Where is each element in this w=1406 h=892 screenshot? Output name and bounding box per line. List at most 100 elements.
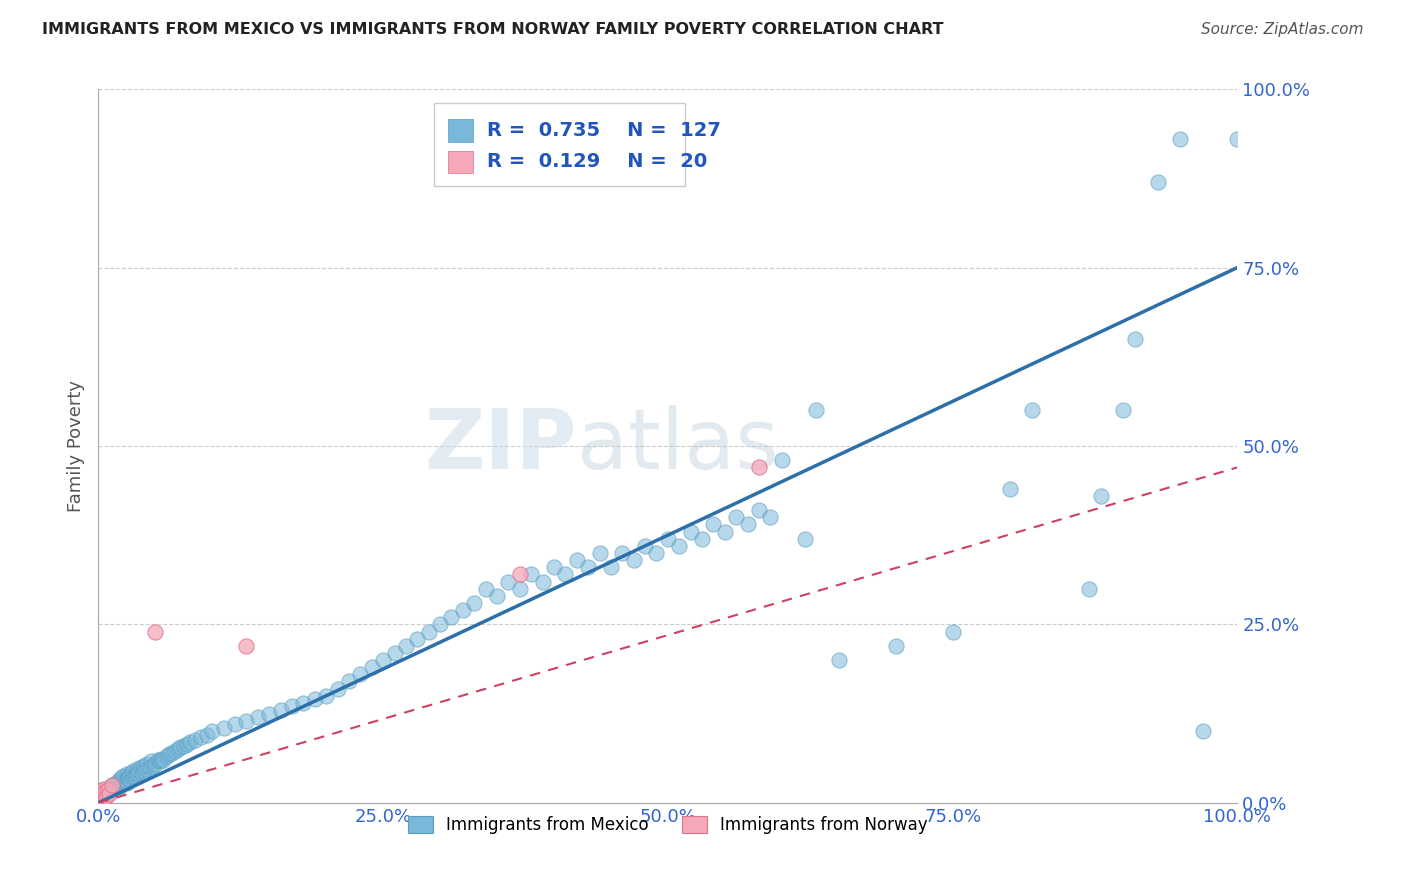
Point bbox=[149, 755, 172, 769]
Point bbox=[94, 789, 117, 803]
Point bbox=[112, 774, 135, 789]
Point bbox=[804, 403, 827, 417]
Point bbox=[270, 703, 292, 717]
Point bbox=[127, 762, 149, 776]
Point bbox=[135, 762, 157, 776]
Point bbox=[101, 781, 124, 796]
Point bbox=[509, 582, 531, 596]
Text: R =  0.735    N =  127: R = 0.735 N = 127 bbox=[486, 121, 721, 140]
Point bbox=[139, 755, 162, 769]
Point bbox=[828, 653, 851, 667]
Point bbox=[87, 792, 110, 806]
Point bbox=[759, 510, 782, 524]
Point bbox=[150, 751, 173, 765]
Point bbox=[101, 778, 124, 792]
Bar bbox=[449, 120, 472, 142]
Point bbox=[737, 517, 759, 532]
Point bbox=[531, 574, 554, 589]
Point bbox=[129, 760, 152, 774]
Point bbox=[132, 758, 155, 772]
Point bbox=[1090, 489, 1112, 503]
Point bbox=[90, 783, 112, 797]
Point bbox=[90, 787, 112, 801]
Point bbox=[87, 789, 110, 803]
Point bbox=[89, 785, 111, 799]
Point bbox=[451, 603, 474, 617]
Point bbox=[690, 532, 713, 546]
Point bbox=[94, 785, 117, 799]
Point bbox=[93, 789, 115, 803]
Point bbox=[145, 756, 167, 771]
Point bbox=[90, 789, 112, 803]
Point bbox=[520, 567, 543, 582]
Point bbox=[136, 756, 159, 771]
Point bbox=[1021, 403, 1043, 417]
Point bbox=[942, 624, 965, 639]
Point bbox=[100, 783, 122, 797]
Point bbox=[315, 689, 337, 703]
Point bbox=[259, 706, 281, 721]
Point bbox=[714, 524, 737, 539]
Point bbox=[474, 582, 496, 596]
Bar bbox=[449, 151, 472, 173]
Point bbox=[554, 567, 576, 582]
Point bbox=[98, 785, 121, 799]
Point bbox=[90, 789, 112, 803]
Point bbox=[304, 692, 326, 706]
Point bbox=[128, 764, 150, 778]
FancyBboxPatch shape bbox=[434, 103, 685, 186]
Point bbox=[90, 790, 112, 805]
Point bbox=[127, 767, 149, 781]
Point bbox=[89, 790, 111, 805]
Point bbox=[104, 781, 127, 796]
Point bbox=[184, 733, 207, 747]
Point bbox=[89, 792, 111, 806]
Point bbox=[93, 781, 115, 796]
Point bbox=[337, 674, 360, 689]
Point bbox=[110, 771, 132, 785]
Point bbox=[793, 532, 815, 546]
Point bbox=[163, 744, 186, 758]
Point bbox=[1170, 132, 1192, 146]
Point bbox=[1192, 724, 1215, 739]
Point bbox=[146, 753, 169, 767]
Point bbox=[360, 660, 382, 674]
Point bbox=[371, 653, 394, 667]
Point bbox=[118, 769, 141, 783]
Point bbox=[96, 787, 118, 801]
Point bbox=[509, 567, 531, 582]
Text: ZIP: ZIP bbox=[425, 406, 576, 486]
Point bbox=[121, 770, 143, 784]
Point bbox=[406, 632, 429, 646]
Point bbox=[565, 553, 588, 567]
Point bbox=[101, 778, 124, 792]
Point bbox=[634, 539, 657, 553]
Point bbox=[91, 787, 114, 801]
Text: IMMIGRANTS FROM MEXICO VS IMMIGRANTS FROM NORWAY FAMILY POVERTY CORRELATION CHAR: IMMIGRANTS FROM MEXICO VS IMMIGRANTS FRO… bbox=[42, 22, 943, 37]
Point bbox=[384, 646, 406, 660]
Point bbox=[125, 765, 148, 780]
Point bbox=[96, 785, 118, 799]
Point bbox=[104, 776, 127, 790]
Point bbox=[108, 772, 131, 787]
Point bbox=[588, 546, 610, 560]
Point bbox=[112, 769, 135, 783]
Point bbox=[96, 783, 118, 797]
Point bbox=[668, 539, 690, 553]
Point bbox=[292, 696, 315, 710]
Point bbox=[120, 772, 142, 787]
Point bbox=[212, 721, 235, 735]
Point bbox=[103, 778, 125, 792]
Point bbox=[623, 553, 645, 567]
Point bbox=[110, 778, 132, 792]
Point bbox=[235, 714, 257, 728]
Point bbox=[190, 730, 212, 744]
Point bbox=[108, 780, 131, 794]
Point bbox=[418, 624, 440, 639]
Point bbox=[1078, 582, 1101, 596]
Point bbox=[748, 460, 770, 475]
Point bbox=[105, 778, 128, 792]
Point bbox=[235, 639, 257, 653]
Point bbox=[725, 510, 748, 524]
Point bbox=[157, 747, 180, 762]
